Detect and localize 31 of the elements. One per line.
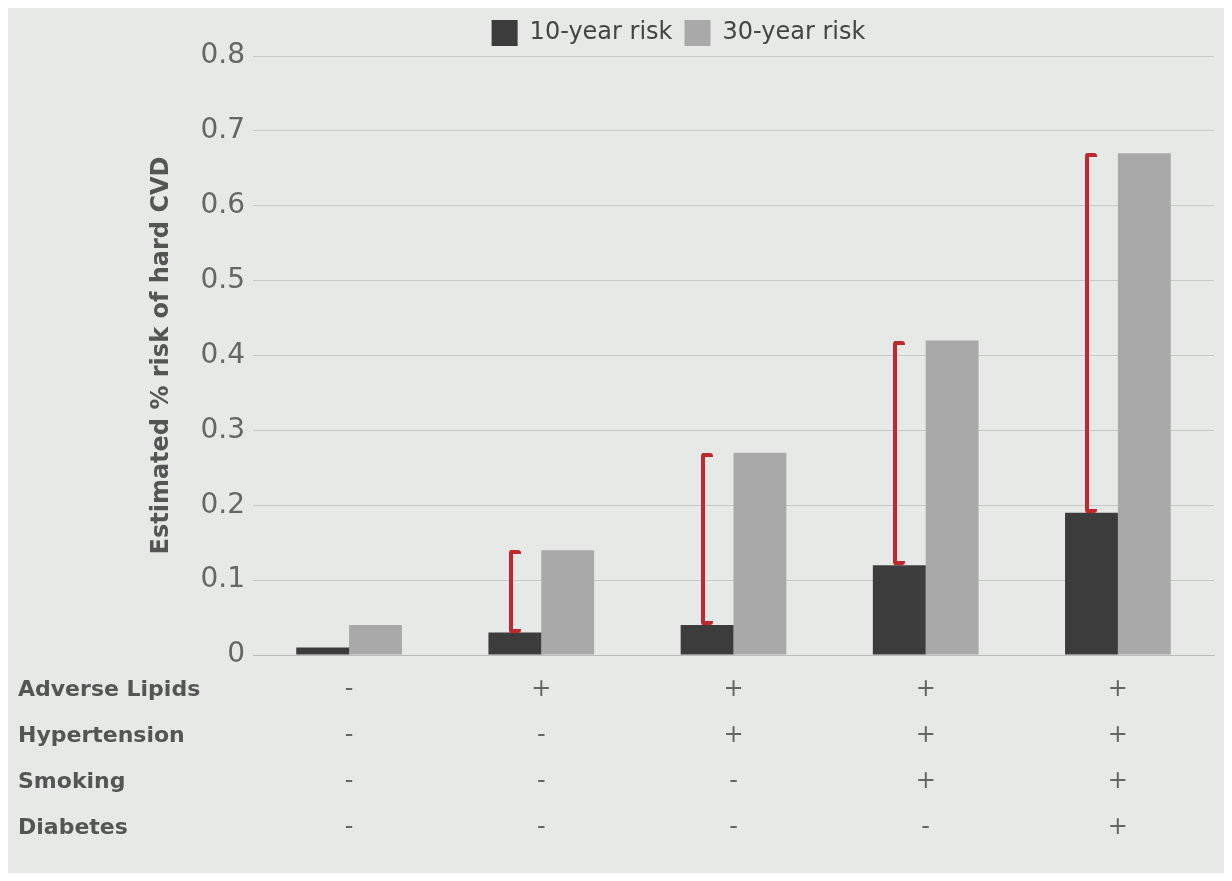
bar — [488, 632, 542, 655]
y-tick-label: 0.6 — [200, 187, 245, 221]
x-tick-label: - - - - — [344, 674, 354, 841]
y-tick-label: 0.7 — [200, 112, 245, 146]
y-tick-label: 0.5 — [200, 261, 245, 295]
y-tick-label: 0.1 — [200, 561, 245, 595]
y-tick-label: 0.8 — [200, 37, 245, 71]
y-tick-label: 0.4 — [200, 336, 245, 370]
bar — [1117, 153, 1171, 655]
bar — [925, 340, 979, 655]
y-tick-label: 0.2 — [200, 486, 245, 520]
text: Diabetes — [18, 813, 128, 839]
x-tick-label: + + - - — [723, 674, 744, 841]
y-tick-label: 0 — [227, 636, 245, 670]
bar — [872, 565, 926, 655]
y-tick-label: 0.3 — [200, 411, 245, 445]
text: Adverse Lipids — [18, 675, 201, 701]
y-axis-title: Estimated % risk of hard CVD — [145, 156, 174, 555]
bar — [541, 550, 595, 655]
legend-label: 30-year risk — [722, 17, 866, 46]
bar — [349, 625, 402, 655]
x-tick-label: + + + - — [915, 674, 936, 841]
x-tick-label: + - - - — [531, 674, 552, 841]
x-tick-label: + + + + — [1107, 674, 1128, 841]
bar — [1065, 512, 1118, 655]
text: Hypertension — [18, 721, 185, 747]
bar — [733, 452, 787, 655]
legend-label: 10-year risk — [529, 17, 673, 46]
text: Smoking — [18, 767, 126, 793]
bar — [296, 647, 350, 655]
bar — [680, 625, 734, 655]
